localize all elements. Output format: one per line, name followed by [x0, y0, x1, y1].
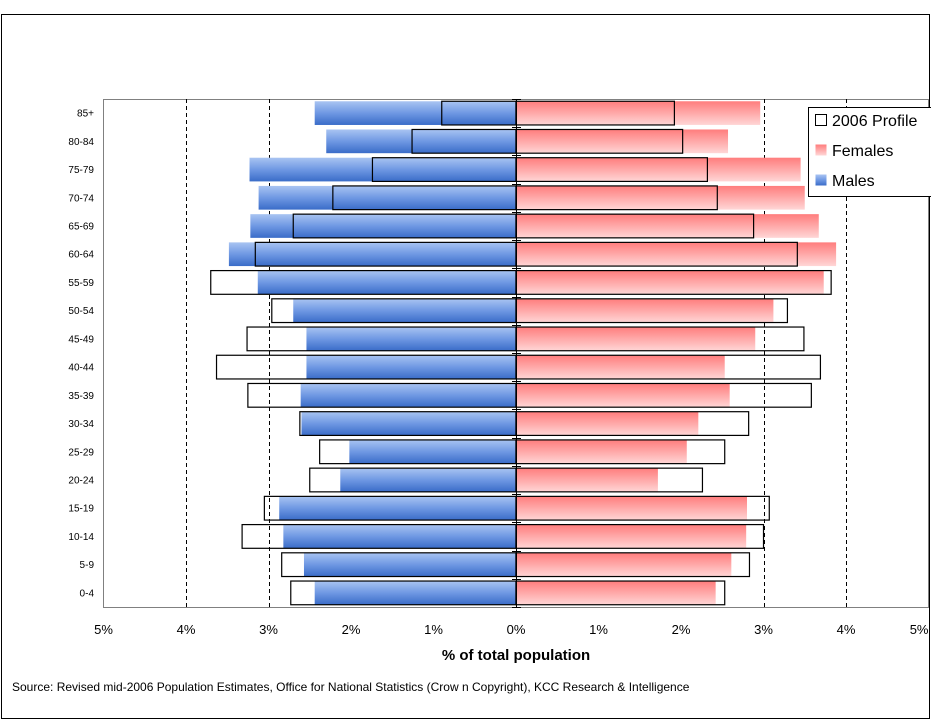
category-label: 25-29	[68, 447, 94, 458]
female-bar-65-69	[516, 214, 819, 238]
category-label: 15-19	[68, 504, 94, 515]
category-label: 40-44	[68, 363, 94, 374]
male-bar-50-54	[293, 298, 516, 323]
source-note: Source: Revised mid-2006 Population Esti…	[12, 680, 690, 694]
category-label: 10-14	[68, 532, 94, 543]
legend-label-females: Females	[832, 143, 893, 160]
male-bar-60-64	[228, 242, 516, 267]
legend-label-2006-profile: 2006 Profile	[832, 113, 917, 130]
x-tick-label: 0%	[507, 622, 526, 637]
male-bar-25-29	[349, 439, 516, 464]
category-label: 75-79	[68, 165, 94, 176]
male-bar-40-44	[306, 355, 516, 379]
female-bar-10-14	[516, 524, 747, 549]
male-bar-0-4	[314, 581, 516, 605]
male-bar-80-84	[326, 129, 516, 154]
x-tick-labels: 5% 4% 3% 2% 1% 0% 1% 2% 3% 4% 5%	[94, 622, 929, 637]
female-bar-55-59	[516, 270, 824, 295]
female-bar-40-44	[516, 355, 725, 379]
male-bar-15-19	[279, 496, 516, 521]
male-bar-75-79	[249, 157, 516, 182]
x-tick-label: 2%	[672, 622, 691, 637]
category-label: 65-69	[68, 222, 94, 233]
female-bar-70-74	[516, 185, 805, 210]
legend-label-males: Males	[832, 173, 875, 190]
x-tick-label: 3%	[754, 622, 773, 637]
x-tick-label: 4%	[837, 622, 856, 637]
male-bar-35-39	[300, 383, 516, 408]
bars-layer	[210, 100, 837, 606]
female-bar-25-29	[516, 439, 687, 464]
male-bar-85+	[314, 101, 516, 125]
category-label: 45-49	[68, 334, 94, 345]
outline-square-icon	[815, 114, 827, 126]
male-bar-5-9	[303, 552, 516, 577]
female-bar-75-79	[516, 157, 801, 182]
category-label: 30-34	[68, 419, 94, 430]
category-label: 20-24	[68, 476, 94, 487]
x-tick-label: 1%	[424, 622, 443, 637]
category-label: 5-9	[80, 560, 95, 571]
x-tick-label: 1%	[589, 622, 608, 637]
x-axis-title: % of total population	[442, 647, 590, 664]
category-labels: 0-4 5-9 10-14 15-19 20-24 25-29 30-34 35-39 40-4…	[68, 109, 94, 600]
female-bar-80-84	[516, 129, 729, 154]
category-label: 85+	[77, 109, 94, 120]
category-label: 70-74	[68, 193, 94, 204]
female-bar-60-64	[516, 242, 837, 267]
female-bar-20-24	[516, 468, 658, 492]
legend: 2006 Profile Females Males	[808, 107, 931, 197]
male-bar-55-59	[257, 270, 516, 295]
male-bar-65-69	[250, 214, 516, 238]
male-bar-45-49	[306, 327, 516, 351]
female-bar-35-39	[516, 383, 730, 408]
category-label: 0-4	[80, 588, 95, 599]
x-tick-label: 5%	[910, 622, 929, 637]
category-label: 50-54	[68, 306, 94, 317]
blue-gradient-square-icon	[815, 174, 827, 186]
male-bar-30-34	[301, 411, 516, 436]
x-tick-label: 2%	[342, 622, 361, 637]
category-label: 55-59	[68, 278, 94, 289]
outer-border	[1, 14, 930, 719]
center-axis	[512, 99, 521, 608]
x-tick-label: 4%	[177, 622, 196, 637]
female-bar-85+	[516, 101, 761, 125]
male-bar-70-74	[258, 185, 516, 210]
x-tick-label: 5%	[94, 622, 113, 637]
category-label: 35-39	[68, 391, 94, 402]
female-bar-30-34	[516, 411, 699, 436]
male-bar-20-24	[340, 468, 516, 492]
legend-box	[808, 107, 931, 197]
category-label: 80-84	[68, 137, 94, 148]
male-bar-10-14	[283, 524, 516, 549]
x-tick-label: 3%	[259, 622, 278, 637]
female-bar-15-19	[516, 496, 747, 521]
female-bar-0-4	[516, 581, 716, 605]
female-bar-50-54	[516, 298, 774, 323]
female-bar-45-49	[516, 327, 756, 351]
pink-gradient-square-icon	[815, 144, 827, 156]
category-label: 60-64	[68, 250, 94, 261]
female-bar-5-9	[516, 552, 732, 577]
